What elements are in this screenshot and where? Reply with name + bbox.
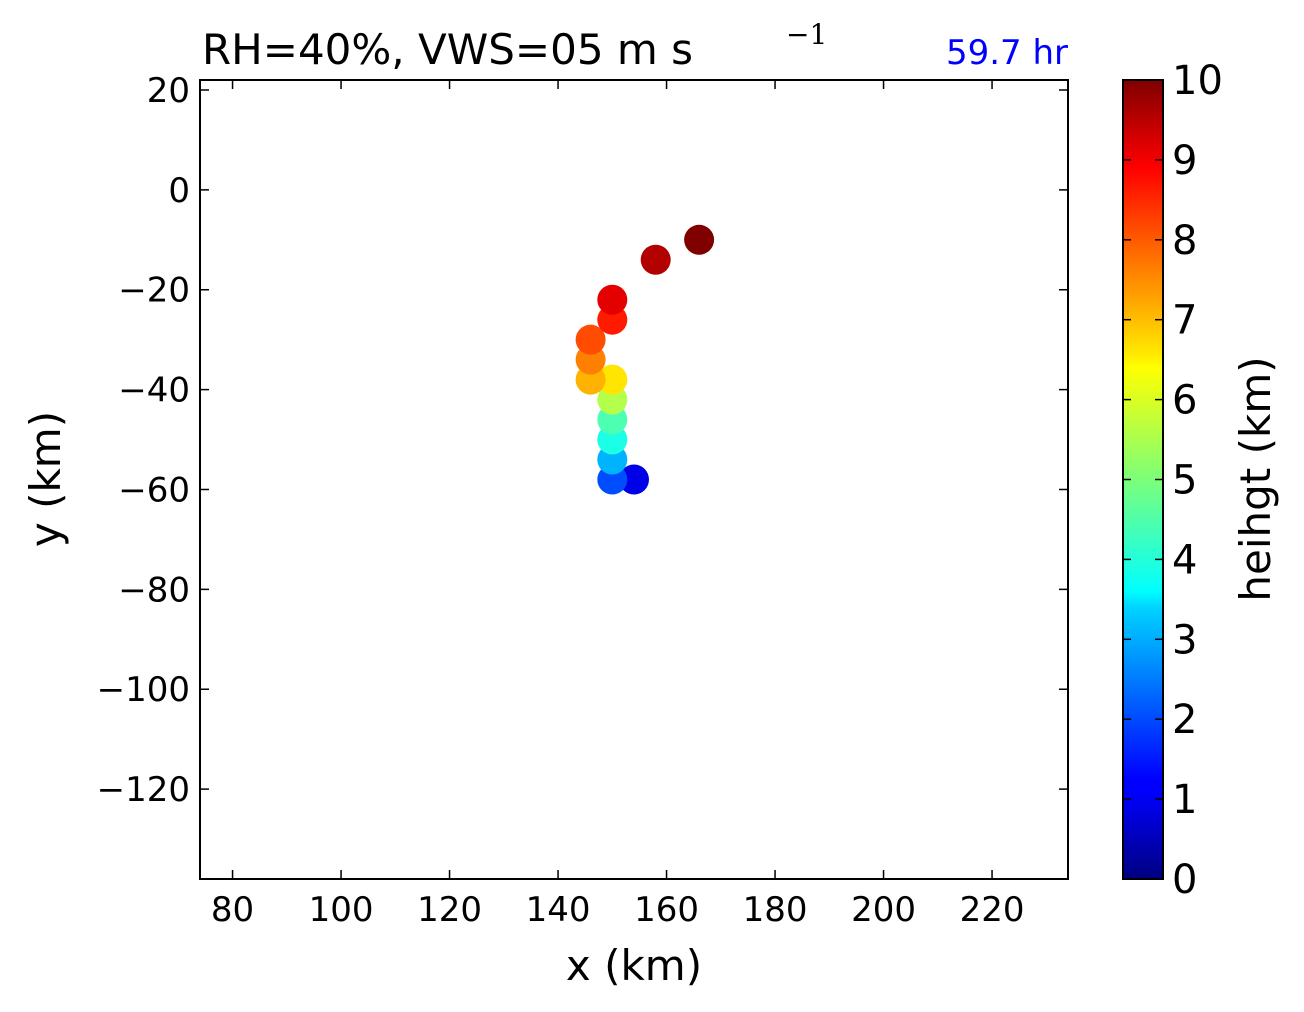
colorbar-tick-label: 8 bbox=[1172, 218, 1197, 264]
y-tick-label: 0 bbox=[168, 171, 190, 211]
chart-title: RH=40%, VWS=05 m s −1 bbox=[202, 18, 827, 74]
x-tick-label: 80 bbox=[211, 890, 254, 930]
colorbar-tick-label: 5 bbox=[1172, 458, 1197, 504]
colorbar-tick-label: 6 bbox=[1172, 378, 1197, 424]
title-text: RH=40%, VWS=05 m s bbox=[202, 25, 693, 74]
x-tick-label: 120 bbox=[417, 890, 482, 930]
colorbar: 0 1 2 3 4 5 6 7 8 9 10 heihgt (km) bbox=[1122, 58, 1280, 903]
colorbar-tick-label: 9 bbox=[1172, 138, 1197, 184]
y-axis-label: y (km) bbox=[21, 411, 70, 547]
x-tick-label: 180 bbox=[743, 890, 808, 930]
x-axis-ticks: 80 100 120 140 160 180 200 220 bbox=[211, 80, 1025, 930]
colorbar-tick-label: 1 bbox=[1172, 777, 1197, 823]
x-tick-label: 200 bbox=[851, 890, 916, 930]
x-tick-label: 220 bbox=[960, 890, 1025, 930]
x-tick-label: 100 bbox=[309, 890, 374, 930]
y-tick-label: −100 bbox=[97, 670, 190, 710]
title-superscript: −1 bbox=[786, 18, 827, 51]
y-tick-label: 20 bbox=[147, 71, 190, 111]
colorbar-ticks: 0 1 2 3 4 5 6 7 8 9 10 bbox=[1123, 58, 1223, 903]
colorbar-tick-label: 2 bbox=[1172, 697, 1197, 743]
data-point bbox=[684, 224, 715, 255]
time-annotation: 59.7 hr bbox=[946, 33, 1068, 73]
y-tick-label: −120 bbox=[97, 770, 190, 810]
data-point bbox=[640, 244, 671, 275]
data-point bbox=[597, 284, 628, 315]
colorbar-tick-label: 10 bbox=[1172, 58, 1223, 104]
x-tick-label: 140 bbox=[526, 890, 591, 930]
y-axis-ticks: 20 0 −20 −40 −60 −80 −100 −120 bbox=[97, 71, 1068, 810]
colorbar-label: heihgt (km) bbox=[1231, 356, 1280, 601]
colorbar-tick-label: 4 bbox=[1172, 537, 1197, 583]
data-point bbox=[619, 464, 649, 495]
colorbar-tick-label: 3 bbox=[1172, 617, 1197, 663]
y-tick-label: −80 bbox=[118, 570, 190, 610]
x-tick-label: 160 bbox=[634, 890, 699, 930]
x-axis-label: x (km) bbox=[566, 941, 702, 990]
data-point bbox=[597, 364, 628, 395]
data-points bbox=[575, 224, 715, 495]
colorbar-tick-label: 0 bbox=[1172, 857, 1197, 903]
colorbar-tick-label: 7 bbox=[1172, 298, 1197, 344]
y-tick-label: −40 bbox=[118, 371, 190, 411]
y-tick-label: −60 bbox=[118, 470, 190, 510]
y-tick-label: −20 bbox=[118, 271, 190, 311]
data-point bbox=[575, 324, 606, 355]
